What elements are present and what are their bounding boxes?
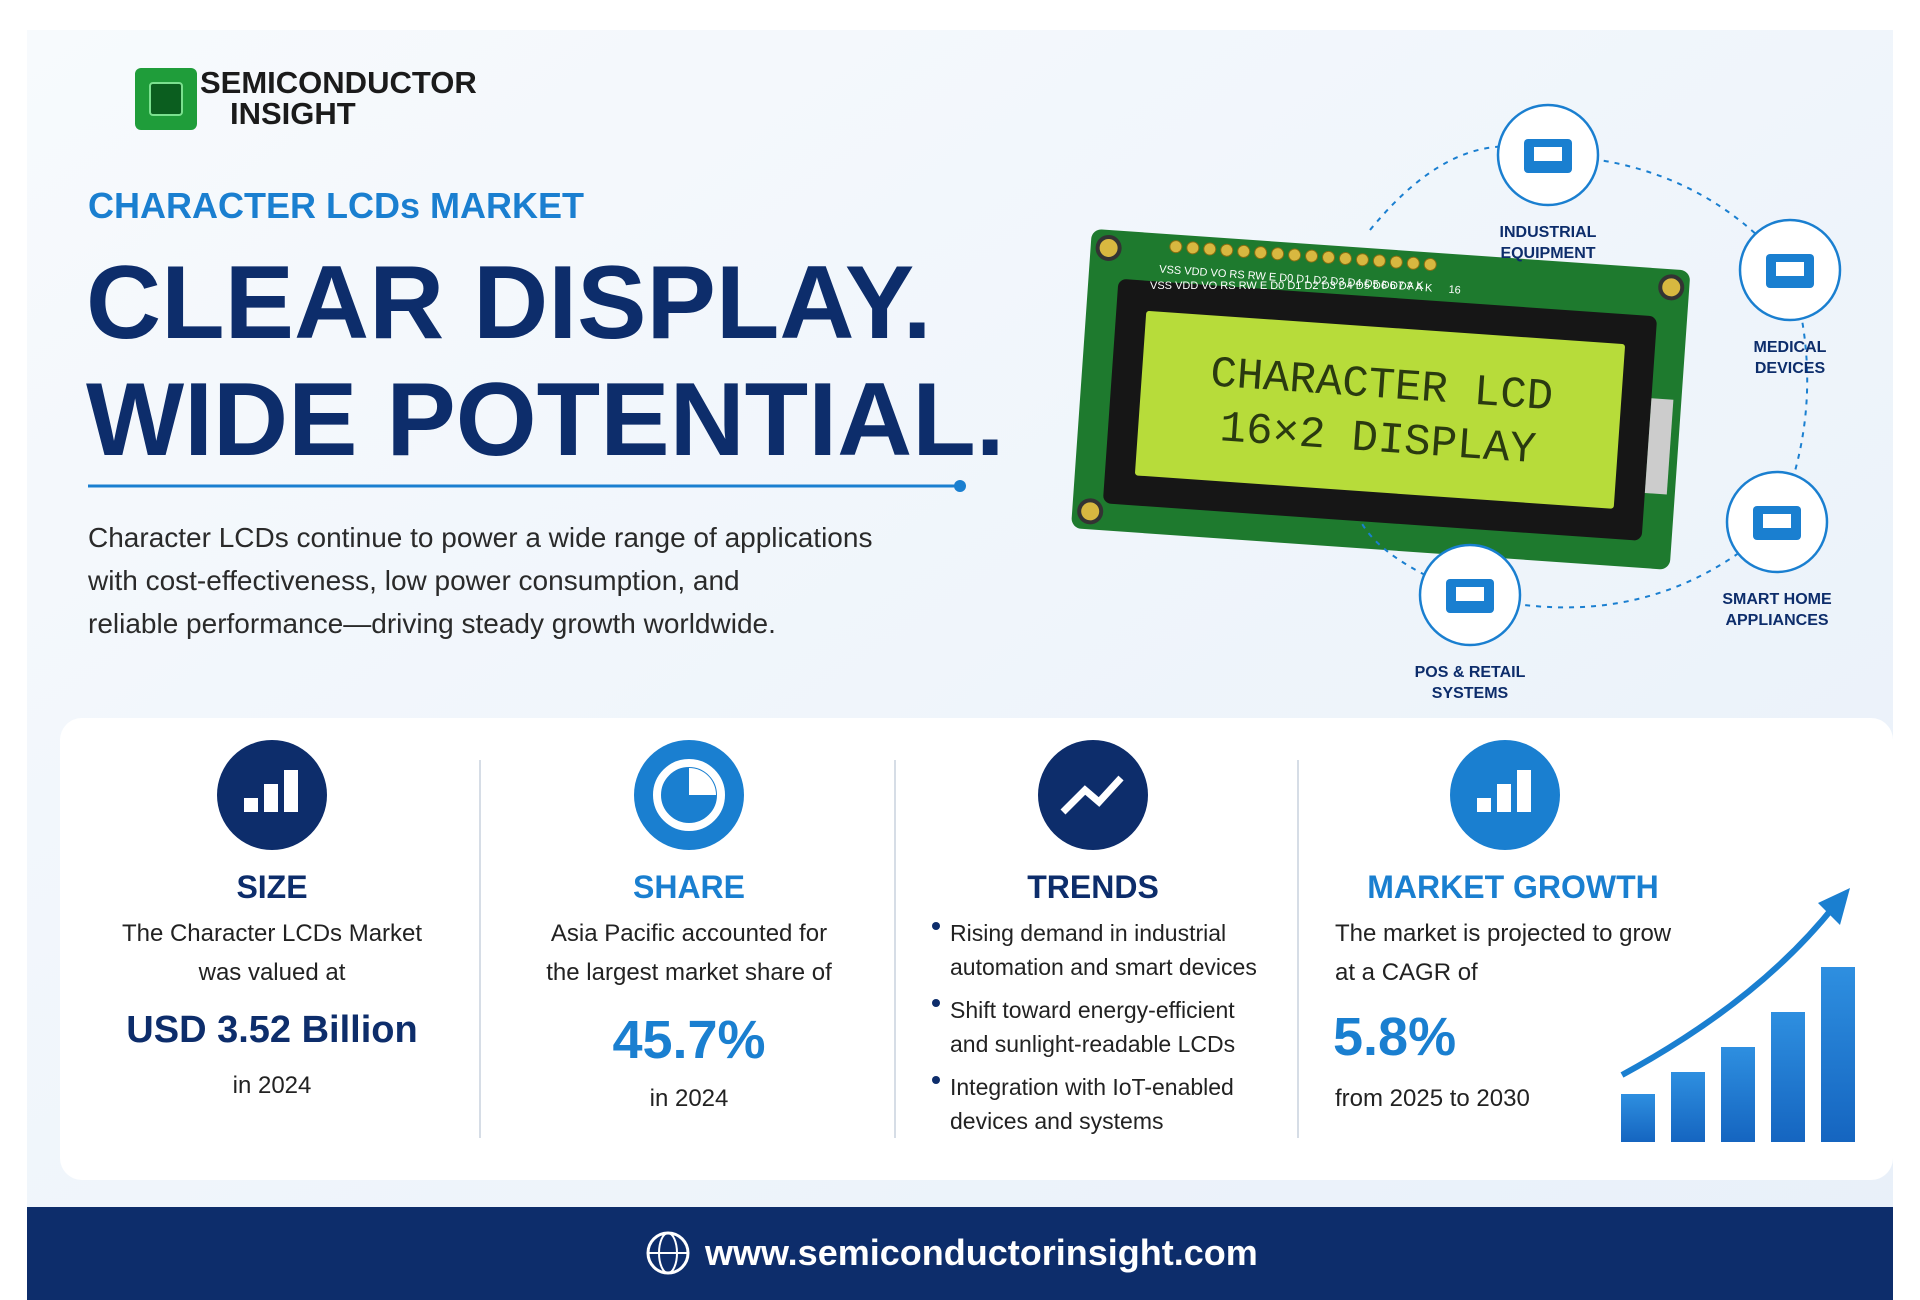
stat-value: 5.8% xyxy=(1333,1007,1456,1067)
icon-glyph xyxy=(1776,262,1804,276)
stat-note: from 2025 to 2030 xyxy=(1335,1085,1530,1112)
application-label: APPLIANCES xyxy=(1725,612,1828,629)
stat-text: The market is projected to grow xyxy=(1335,920,1672,947)
pin xyxy=(1372,254,1386,268)
stat-title: MARKET GROWTH xyxy=(1367,869,1659,905)
bullet xyxy=(932,999,940,1007)
pin xyxy=(1237,244,1251,258)
application-label: EQUIPMENT xyxy=(1500,245,1595,262)
pin xyxy=(1271,247,1285,261)
pin xyxy=(1389,255,1403,269)
description: Character LCDs continue to power a wide … xyxy=(88,522,872,553)
headline: WIDE POTENTIAL. xyxy=(86,362,1005,478)
decor-bar xyxy=(1771,1012,1805,1142)
description: reliable performance—driving steady grow… xyxy=(88,608,776,639)
icon-glyph xyxy=(284,770,298,812)
icon-glyph xyxy=(244,798,258,812)
footer-url[interactable]: www.semiconductorinsight.com xyxy=(704,1232,1258,1273)
application-label: SMART HOME xyxy=(1722,591,1832,608)
pin xyxy=(1186,241,1200,255)
icon-glyph xyxy=(1477,798,1491,812)
logo-chip-core xyxy=(149,82,183,116)
stat-text: was valued at xyxy=(198,959,346,986)
application-label: POS & RETAIL xyxy=(1415,664,1526,681)
icon-glyph xyxy=(264,784,278,812)
trend-text: automation and smart devices xyxy=(950,954,1257,980)
decor-bar xyxy=(1621,1094,1655,1142)
stat-text: The Character LCDs Market xyxy=(122,920,422,947)
stat-title: SHARE xyxy=(633,869,745,905)
application-label: DEVICES xyxy=(1755,360,1826,377)
description: with cost-effectiveness, low power consu… xyxy=(87,565,740,596)
application-label: INDUSTRIAL xyxy=(1500,224,1597,241)
growth-arrow xyxy=(1620,903,1838,1078)
mount-hole xyxy=(1658,274,1685,301)
mount-hole xyxy=(1077,498,1104,525)
bullet xyxy=(932,922,940,930)
pin xyxy=(1203,242,1217,256)
connector-arc xyxy=(1359,145,1809,609)
icon-glyph xyxy=(1534,147,1562,161)
icon-glyph xyxy=(1060,775,1124,815)
decor-bar xyxy=(1671,1072,1705,1142)
pin xyxy=(1423,257,1437,271)
stat-value: 45.7% xyxy=(612,1010,765,1070)
pin xyxy=(1169,240,1183,254)
trend-text: Rising demand in industrial xyxy=(950,920,1226,946)
stat-text: Asia Pacific accounted for xyxy=(551,920,827,947)
section-label: CHARACTER LCDs MARKET xyxy=(88,185,584,226)
logo-text: INSIGHT xyxy=(230,96,356,131)
pin xyxy=(1220,243,1234,257)
stats-card xyxy=(60,718,1893,1180)
application-label: SYSTEMS xyxy=(1432,685,1509,702)
screen xyxy=(1135,310,1625,509)
rule-dot xyxy=(954,480,966,492)
connector xyxy=(1644,398,1674,495)
icon-glyph xyxy=(1497,784,1511,812)
pin xyxy=(1355,253,1369,267)
icon-glyph xyxy=(1517,770,1531,812)
stat-text: the largest market share of xyxy=(546,959,832,986)
pin xyxy=(1321,250,1335,264)
stat-note: in 2024 xyxy=(650,1085,729,1112)
pin xyxy=(1406,256,1420,270)
stat-title: TRENDS xyxy=(1027,869,1159,905)
pin-count: 16 xyxy=(1448,284,1461,297)
headline: CLEAR DISPLAY. xyxy=(86,245,932,361)
footer xyxy=(27,1207,1893,1300)
decor-bar xyxy=(1721,1047,1755,1142)
stat-title: SIZE xyxy=(236,869,307,905)
lcd-module: VSS VDD VO RS RW E D0 D1 D2 D3 D4 D5 D6 … xyxy=(1071,229,1690,570)
pin-labels: VSS VDD VO RS RW E D0 D1 D2 D3 D4 D5 D6 … xyxy=(1150,280,1424,292)
pin xyxy=(1305,249,1319,263)
icon-glyph xyxy=(653,759,725,831)
bullet xyxy=(932,1076,940,1084)
pin xyxy=(1288,248,1302,262)
logo-text: SEMICONDUCTOR xyxy=(200,65,477,100)
stat-text: at a CAGR of xyxy=(1335,959,1478,986)
stat-value: USD 3.52 Billion xyxy=(126,1009,417,1051)
pin xyxy=(1254,246,1268,260)
trend-text: and sunlight-readable LCDs xyxy=(950,1031,1235,1057)
decor-bar xyxy=(1821,967,1855,1142)
application-label: MEDICAL xyxy=(1754,339,1827,356)
icon-glyph xyxy=(689,768,716,795)
icon-glyph xyxy=(1763,514,1791,528)
pin xyxy=(1338,252,1352,266)
trend-text: Integration with IoT-enabled xyxy=(950,1074,1234,1100)
arrow-head xyxy=(1818,888,1850,925)
mount-hole xyxy=(1095,234,1122,261)
icon-glyph xyxy=(1456,587,1484,601)
stat-note: in 2024 xyxy=(233,1072,312,1099)
trend-text: Shift toward energy-efficient xyxy=(950,997,1235,1023)
trend-text: devices and systems xyxy=(950,1108,1163,1134)
